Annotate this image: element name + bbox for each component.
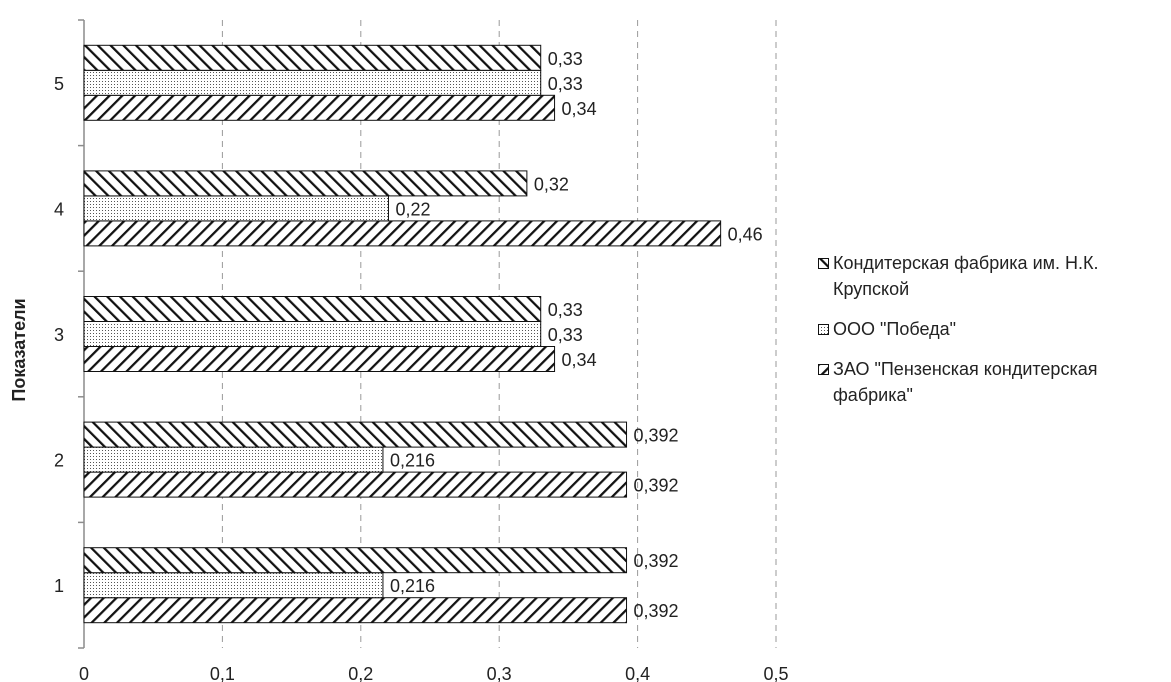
legend-label: Кондитерская фабрика им. Н.К. Крупской — [833, 253, 1099, 299]
x-tick-label: 0,4 — [625, 664, 650, 682]
bar — [83, 471, 628, 498]
bar — [83, 321, 542, 347]
data-label: 0,33 — [548, 74, 583, 94]
x-tick-label: 0,2 — [348, 664, 373, 682]
data-label: 0,392 — [634, 426, 679, 446]
bar — [83, 346, 556, 372]
data-label: 0,32 — [534, 174, 569, 194]
bar — [83, 597, 628, 624]
y-axis-title: Показатели — [9, 298, 29, 401]
data-label: 0,34 — [562, 99, 597, 119]
bar — [83, 547, 628, 574]
data-label: 0,22 — [395, 199, 430, 219]
data-label: 0,33 — [548, 49, 583, 69]
bar — [83, 220, 722, 247]
bar — [83, 44, 542, 71]
data-label: 0,33 — [548, 325, 583, 345]
data-label: 0,392 — [634, 476, 679, 496]
data-label: 0,33 — [548, 300, 583, 320]
data-labels: 0,392 0,216 0,392 0,392 0,216 0,392 0,34 0,33 0,… — [390, 49, 763, 621]
bar — [83, 572, 384, 599]
bar — [83, 94, 556, 121]
data-label: 0,216 — [390, 576, 435, 596]
bar — [83, 195, 389, 222]
x-tick-label: 0,3 — [487, 664, 512, 682]
y-tick-label: 3 — [54, 325, 64, 345]
legend-item: Кондитерская фабрика им. Н.К. Крупской — [818, 250, 1168, 302]
bar — [83, 69, 542, 96]
legend-swatch-pobeda — [818, 324, 829, 335]
bar — [83, 446, 384, 473]
data-label: 0,34 — [562, 350, 597, 370]
bars — [83, 44, 722, 624]
legend-label: ЗАО "Пензенская кондитерская фабрика" — [833, 359, 1098, 405]
bar — [83, 170, 528, 197]
data-label: 0,46 — [728, 224, 763, 244]
data-label: 0,216 — [390, 451, 435, 471]
data-label: 0,392 — [634, 601, 679, 621]
y-tick-label: 1 — [54, 576, 64, 596]
legend: Кондитерская фабрика им. Н.К. Крупской О… — [818, 250, 1168, 422]
legend-item: ЗАО "Пензенская кондитерская фабрика" — [818, 356, 1168, 408]
y-tick-label: 4 — [54, 199, 64, 219]
y-tick-label: 5 — [54, 74, 64, 94]
x-tick-label: 0,5 — [763, 664, 788, 682]
legend-label: ООО "Победа" — [833, 319, 956, 339]
bar — [83, 296, 542, 322]
x-tick-label: 0 — [79, 664, 89, 682]
legend-swatch-penza — [818, 364, 829, 375]
legend-swatch-krupskoy — [818, 258, 829, 269]
bar — [83, 421, 628, 448]
y-tick-label: 2 — [54, 451, 64, 471]
data-label: 0,392 — [634, 551, 679, 571]
legend-item: ООО "Победа" — [818, 316, 1168, 342]
x-tick-label: 0,1 — [210, 664, 235, 682]
